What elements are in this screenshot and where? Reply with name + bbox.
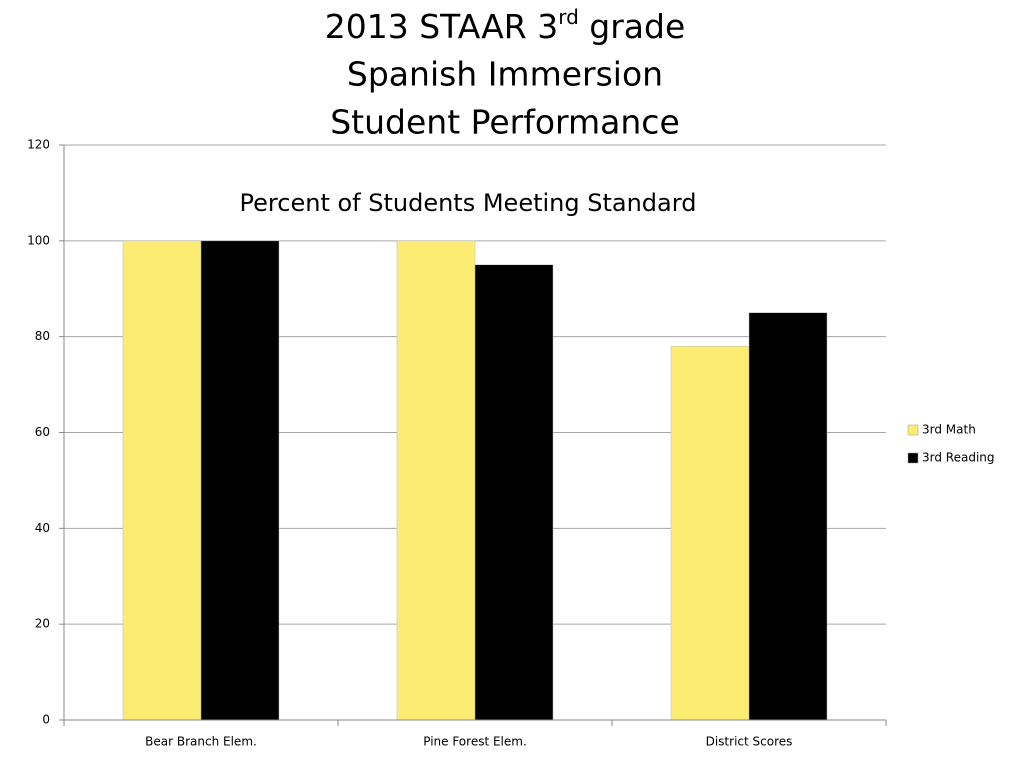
legend-label: 3rd Reading <box>922 451 995 465</box>
legend-swatch <box>907 452 919 464</box>
y-tick-label: 80 <box>35 329 50 343</box>
y-tick-label: 20 <box>35 617 50 631</box>
y-tick-label: 100 <box>27 233 50 247</box>
legend-label: 3rd Math <box>922 423 976 437</box>
title-part: 2013 STAAR 3 <box>325 7 559 46</box>
y-tick-label: 60 <box>35 425 50 439</box>
bar <box>396 240 476 721</box>
chart-title-line: Student Performance <box>330 103 680 142</box>
chart-title-line: 2013 STAAR 3rd grade <box>325 5 686 46</box>
y-tick-label: 120 <box>27 138 50 152</box>
title-superscript: rd <box>558 5 579 29</box>
x-tick-label: Bear Branch Elem. <box>145 735 257 749</box>
bar <box>122 240 202 721</box>
bar <box>200 240 280 721</box>
title-part: grade <box>579 7 685 46</box>
legend-swatch <box>907 424 919 436</box>
y-tick-label: 0 <box>42 713 50 727</box>
chart-subtitle: Percent of Students Meeting Standard <box>240 189 697 217</box>
x-tick-label: District Scores <box>706 735 793 749</box>
bar <box>474 264 554 721</box>
y-tick-label: 40 <box>35 521 50 535</box>
bar <box>748 312 828 721</box>
chart-title-line: Spanish Immersion <box>347 55 663 94</box>
bar <box>670 346 750 721</box>
x-tick-label: Pine Forest Elem. <box>423 735 527 749</box>
